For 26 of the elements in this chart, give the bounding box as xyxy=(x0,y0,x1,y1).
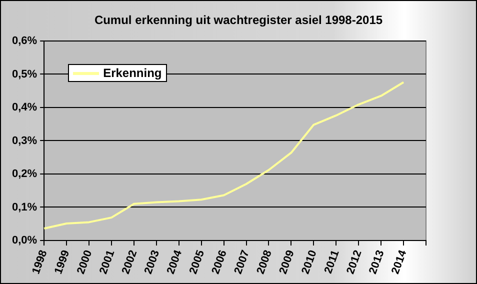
x-tick-label: 2000 xyxy=(75,248,95,276)
y-tick-label: 0,0% xyxy=(12,234,38,247)
x-tick-label: 2008 xyxy=(254,248,274,276)
x-tick-label: 2014 xyxy=(390,248,410,276)
x-tick-label: 2004 xyxy=(164,248,185,276)
x-tick-label: 2003 xyxy=(142,248,162,276)
y-tick-label: 0,3% xyxy=(12,134,38,147)
y-tick-label: 0,4% xyxy=(12,102,38,114)
x-tick-label: 1999 xyxy=(52,248,72,276)
y-tick-label: 0,6% xyxy=(12,35,38,48)
chart-title: Cumul erkenning uit wachtregister asiel 1998-2015 xyxy=(93,13,384,27)
x-tick-label: 2001 xyxy=(98,248,118,276)
x-tick-label: 2012 xyxy=(344,248,364,276)
x-tick-label: 2011 xyxy=(322,248,342,276)
x-tick-label: 2009 xyxy=(277,248,297,276)
x-tick-label: 2005 xyxy=(187,248,208,276)
y-tick-label: 0,5% xyxy=(12,68,38,80)
x-tick-label: 2010 xyxy=(300,248,320,276)
x-tick-label: 2002 xyxy=(120,248,140,276)
x-tick-label: 1998 xyxy=(30,248,50,276)
x-tick-label: 2007 xyxy=(232,248,252,276)
x-tick-label: 2006 xyxy=(210,248,230,276)
legend-label: Erkenning xyxy=(103,66,162,80)
x-tick-label: 2013 xyxy=(367,248,387,276)
y-tick-label: 0,2% xyxy=(12,168,38,180)
y-tick-label: 0,1% xyxy=(12,201,38,214)
